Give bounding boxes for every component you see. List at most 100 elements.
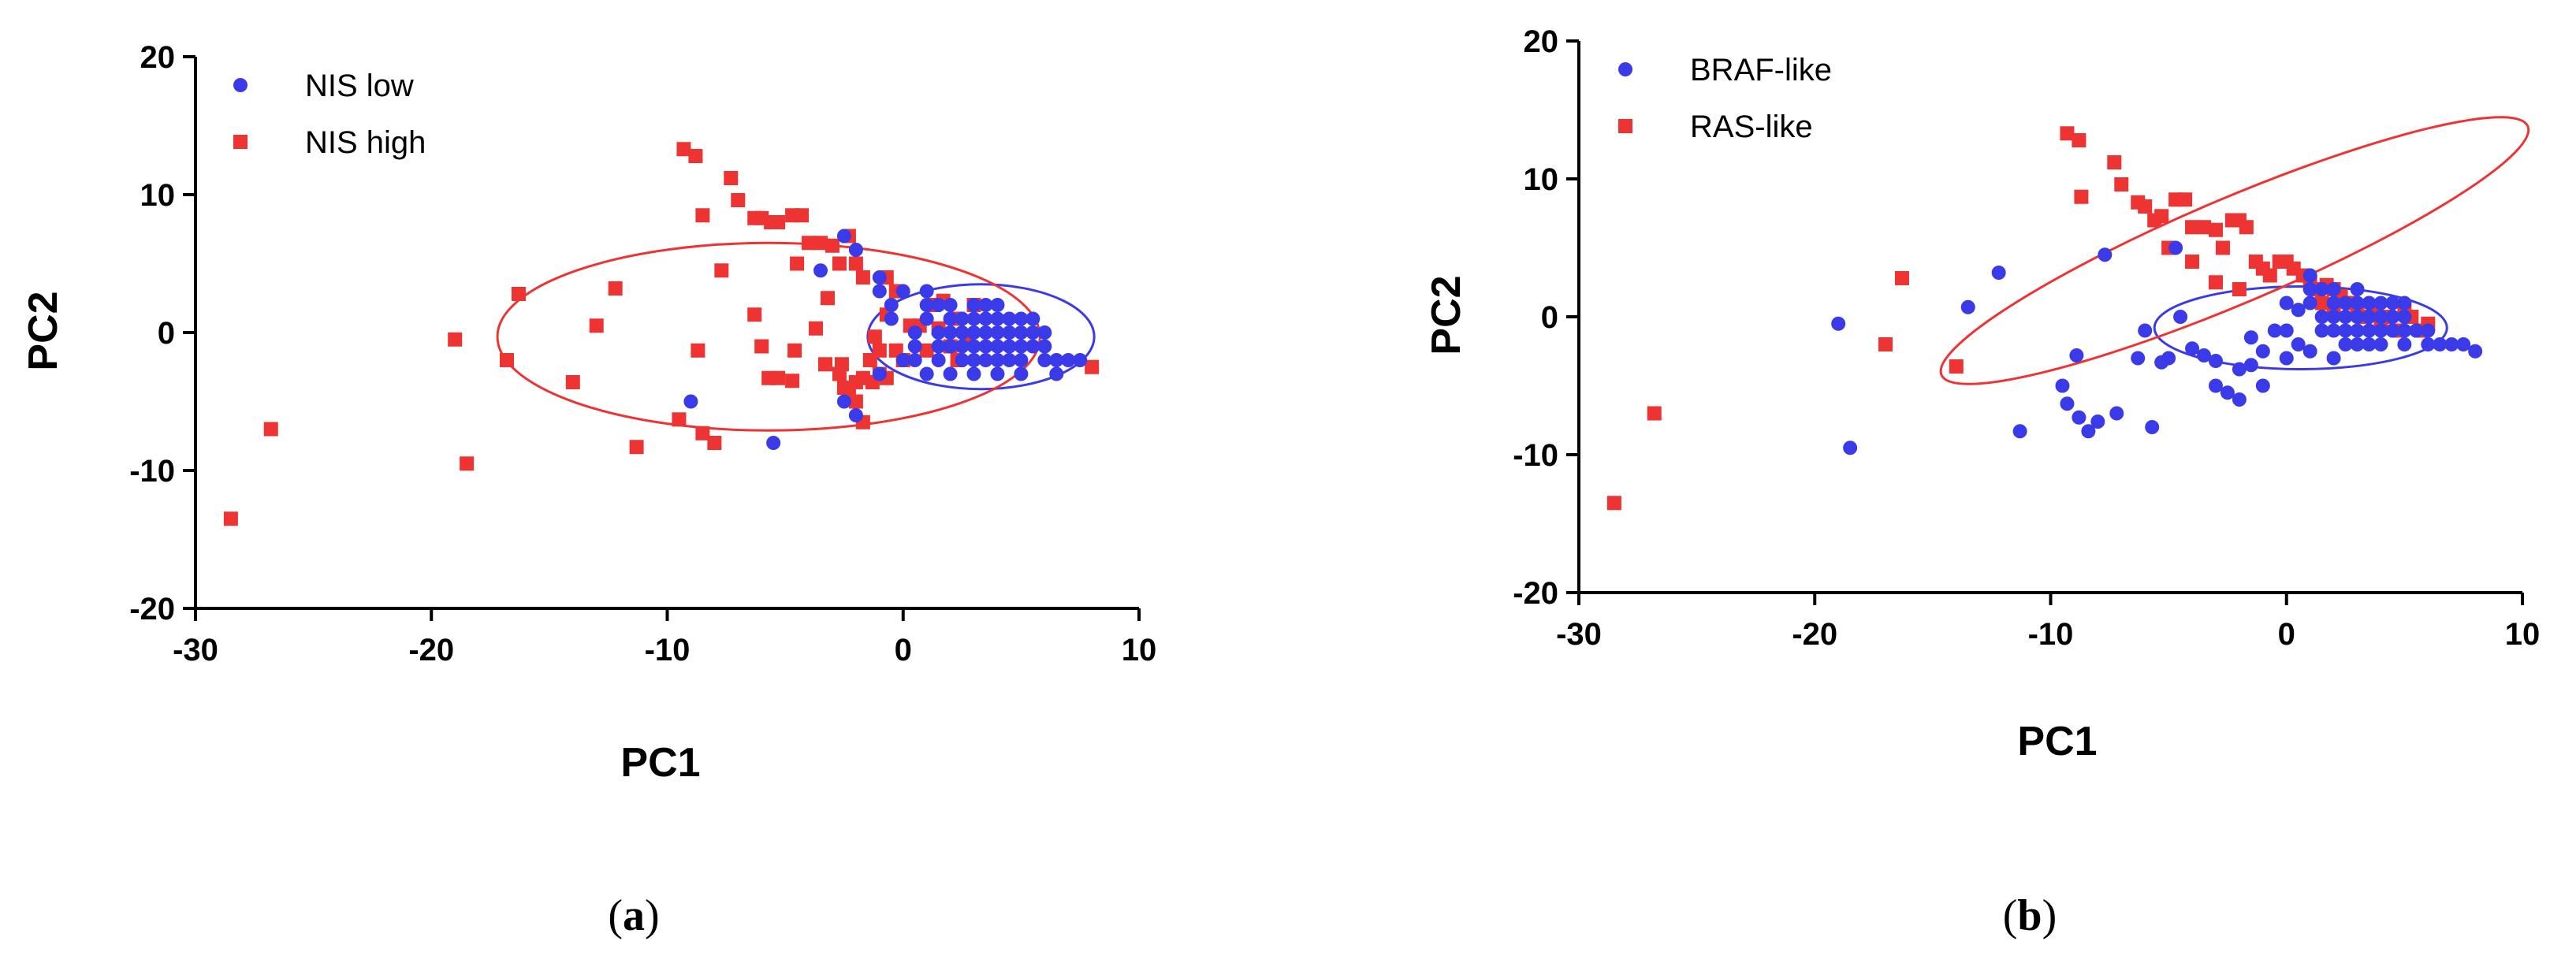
panel-a-point-nis-high xyxy=(724,171,739,185)
panel-a-point-nis-low xyxy=(990,339,1005,354)
panel-b-point-braf-like xyxy=(2279,296,2294,310)
panel-b-point-braf-like xyxy=(2385,310,2400,324)
panel-b-point-ras-like xyxy=(2215,240,2230,255)
panel-b: PC2 PC1 -20 -10 0 10 20 -30 -20 -10 0 10 BRAF-like… xyxy=(1424,24,2541,940)
panel-a-point-nis-high xyxy=(589,318,604,333)
panel-b-xtick-label: 10 xyxy=(2505,617,2541,652)
panel-b-point-ras-like xyxy=(1647,406,1662,421)
panel-a-point-nis-low xyxy=(895,353,910,367)
panel-a-point-nis-low xyxy=(990,311,1005,326)
panel-b-point-braf-like xyxy=(2173,310,2188,324)
panel-b-ytick-label: 20 xyxy=(1524,24,1559,59)
panel-b-point-braf-like xyxy=(2161,351,2176,366)
panel-a-xtick-label: -20 xyxy=(408,633,454,667)
panel-b-point-braf-like xyxy=(1843,441,1858,455)
panel-b-point-braf-like xyxy=(2421,337,2436,351)
panel-b-caption-letter: b xyxy=(2017,891,2042,940)
panel-b-point-braf-like xyxy=(2185,341,2200,356)
panel-b-point-braf-like xyxy=(2326,296,2341,310)
panel-b-point-braf-like xyxy=(2072,410,2086,425)
panel-b-point-braf-like xyxy=(2362,296,2377,310)
panel-a-point-nis-low xyxy=(919,311,934,326)
panel-b-point-braf-like xyxy=(2397,323,2412,338)
panel-b-point-braf-like xyxy=(2012,424,2027,439)
panel-a-point-nis-high xyxy=(832,366,847,381)
panel-b-point-braf-like xyxy=(2168,240,2183,255)
panel-a-legend-label-nis-high: NIS high xyxy=(305,125,426,160)
panel-b-point-braf-like xyxy=(2350,323,2365,338)
panel-a-point-nis-low xyxy=(1037,339,1052,354)
panel-a-point-nis-low xyxy=(990,298,1005,312)
panel-b-point-ras-like xyxy=(2107,155,2122,169)
panel-b-point-braf-like xyxy=(2326,282,2341,296)
panel-b-xtick-label: -10 xyxy=(2028,617,2074,652)
panel-b-point-ras-like xyxy=(1949,359,1964,374)
panel-a-point-nis-high xyxy=(785,374,800,389)
panel-a-point-nis-high xyxy=(688,149,703,163)
panel-b-point-ras-like xyxy=(1894,271,1909,285)
panel-a-point-nis-high xyxy=(832,256,847,271)
panel-a-point-nis-low xyxy=(1037,325,1052,340)
panel-a-point-nis-low xyxy=(966,353,981,367)
panel-a-point-nis-high xyxy=(813,236,828,251)
panel-b-point-braf-like xyxy=(2314,310,2329,324)
panel-a-point-nis-low xyxy=(1037,353,1052,367)
panel-a-point-nis-low xyxy=(1026,325,1040,340)
panel-a-point-nis-high xyxy=(836,381,851,395)
panel-a-point-nis-high xyxy=(695,426,710,441)
panel-a-plot: -20 -10 0 10 20 -30 -20 -10 0 10 NIS low NIS high xyxy=(129,40,1156,667)
panel-a-point-nis-low xyxy=(955,325,970,340)
panel-b-plot: -20 -10 0 10 20 -30 -20 -10 0 10 BRAF-like RAS-like xyxy=(1513,24,2541,652)
panel-a-point-nis-low xyxy=(943,325,958,340)
panel-b-point-braf-like xyxy=(2131,351,2146,366)
panel-b-point-braf-like xyxy=(2338,337,2353,351)
panel-a-point-nis-low xyxy=(872,270,887,284)
panel-b-xtick-label: -30 xyxy=(1556,617,1602,652)
panel-a-point-nis-high xyxy=(672,412,687,427)
panel-a-point-nis-low xyxy=(943,339,958,354)
panel-a-point-nis-high xyxy=(848,394,863,409)
panel-a-point-nis-high xyxy=(790,256,805,271)
panel-a-point-nis-low xyxy=(884,298,899,312)
panel-b-point-braf-like xyxy=(2338,310,2353,324)
panel-a-point-nis-low xyxy=(978,339,993,354)
panel-b-point-ras-like xyxy=(2178,192,2193,207)
panel-b-point-braf-like xyxy=(2208,378,2223,393)
panel-a-point-nis-low xyxy=(1049,353,1064,367)
panel-b-point-braf-like xyxy=(2326,323,2341,338)
panel-b-point-braf-like xyxy=(2397,310,2412,324)
panel-a-point-nis-low xyxy=(1014,353,1029,367)
panel-b-point-braf-like xyxy=(2338,323,2353,338)
panel-b-point-braf-like xyxy=(2385,296,2400,310)
panel-b-xlabel: PC1 xyxy=(2017,719,2097,764)
panel-b-point-braf-like xyxy=(2373,296,2388,310)
panel-b-point-braf-like xyxy=(1831,316,1846,331)
panel-b-point-braf-like xyxy=(2291,337,2306,351)
panel-a-point-nis-low xyxy=(1002,339,1017,354)
panel-b-point-braf-like xyxy=(2243,358,2258,373)
panel-b-point-braf-like xyxy=(2232,392,2247,407)
panel-a-point-nis-high xyxy=(820,291,835,306)
panel-b-ytick-label: -10 xyxy=(1513,438,1558,473)
panel-a-xtick-label: 0 xyxy=(895,633,912,667)
panel-a-point-nis-low xyxy=(943,311,958,326)
panel-b-point-braf-like xyxy=(2302,296,2317,310)
panel-b-ytick-label: 10 xyxy=(1524,162,1559,197)
panel-a-point-nis-low xyxy=(990,325,1005,340)
panel-a-point-nis-low xyxy=(872,284,887,299)
panel-a-ytick-label: 20 xyxy=(140,40,176,75)
panel-a-point-nis-low xyxy=(1014,366,1029,381)
panel-a-xtick-label: 10 xyxy=(1122,633,1157,667)
panel-a-point-nis-low xyxy=(931,353,946,367)
panel-a-point-nis-high xyxy=(500,353,515,367)
panel-a-point-nis-high xyxy=(809,321,824,336)
panel-b-point-braf-like xyxy=(2373,323,2388,338)
panel-b-point-ras-like xyxy=(1606,496,1621,511)
panel-a-point-nis-high xyxy=(787,343,802,358)
panel-a-point-nis-low xyxy=(1014,325,1029,340)
panel-b-point-ras-like xyxy=(2074,189,2089,204)
panel-a-point-nis-low xyxy=(943,298,958,312)
panel-b-caption: (b) xyxy=(2003,891,2057,940)
panel-a-point-nis-low xyxy=(766,436,781,450)
